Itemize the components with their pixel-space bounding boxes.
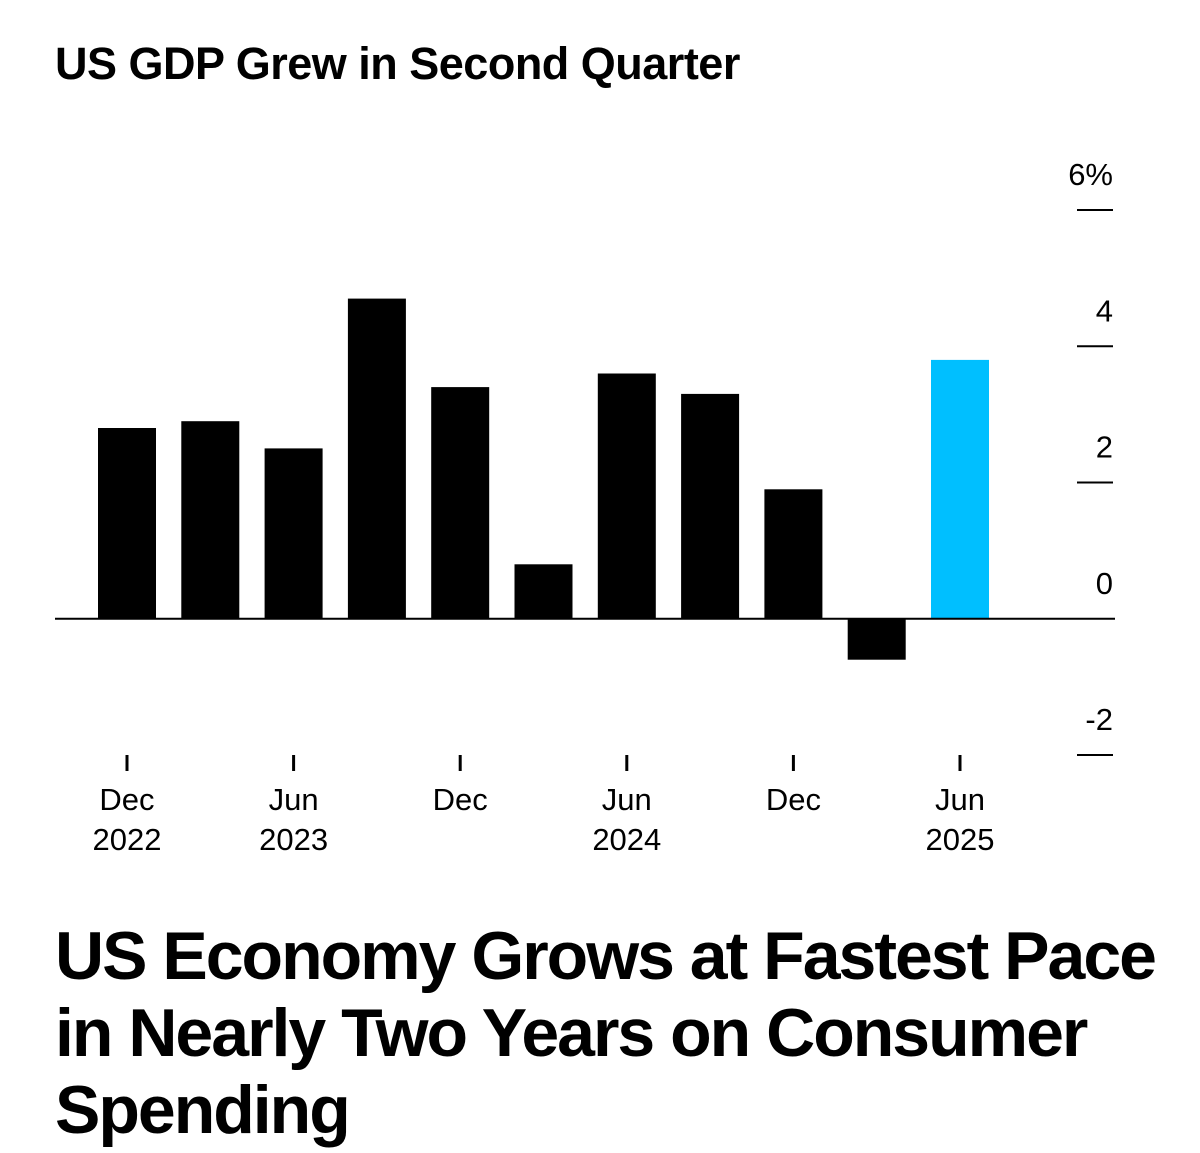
- x-axis: Dec 2022 Jun 2023 Dec Jun 2024 Dec Jun 2025: [93, 755, 995, 857]
- bar-mar-2025: [847, 618, 906, 660]
- bar-dec-2023: [431, 387, 490, 619]
- bar-sep-2024: [681, 393, 740, 619]
- x-tick-label-month: Jun: [602, 782, 652, 817]
- gdp-bar-chart: 6% 4 2 0 -2 Dec 2022 Jun 2023 Dec Jun 2024 Dec Jun 20…: [55, 157, 1115, 857]
- bar-dec-2022: [98, 428, 156, 619]
- y-tick-label: 6%: [1068, 157, 1113, 192]
- y-axis: 6% 4 2 0 -2: [1068, 157, 1113, 756]
- y-tick-label: -2: [1085, 702, 1113, 737]
- x-tick-label-month: Dec: [99, 782, 154, 817]
- bar-mar-2023: [181, 421, 240, 619]
- x-tick-label-year: 2023: [259, 822, 328, 857]
- x-tick-label-month: Jun: [269, 782, 319, 817]
- bar-dec-2024: [764, 489, 823, 619]
- bar-sep-2023: [347, 298, 406, 619]
- bar-jun-2023: [264, 448, 323, 619]
- x-tick-label-month: Dec: [433, 782, 488, 817]
- x-tick-label-year: 2024: [592, 822, 661, 857]
- x-tick-label-year: 2022: [93, 822, 162, 857]
- article-headline: US Economy Grows at Fastest Pace in Near…: [55, 918, 1157, 1148]
- bar-jun-2024: [597, 373, 656, 619]
- x-tick-label-month: Dec: [766, 782, 821, 817]
- y-tick-label: 4: [1096, 293, 1113, 328]
- bars-group: [98, 298, 989, 660]
- y-tick-label: 2: [1096, 430, 1113, 465]
- bar-jun-2025: [931, 359, 989, 619]
- chart-title: US GDP Grew in Second Quarter: [55, 38, 740, 89]
- x-tick-label-month: Jun: [935, 782, 985, 817]
- x-tick-label-year: 2025: [926, 822, 995, 857]
- y-tick-label: 0: [1096, 566, 1113, 601]
- bar-mar-2024: [514, 564, 573, 619]
